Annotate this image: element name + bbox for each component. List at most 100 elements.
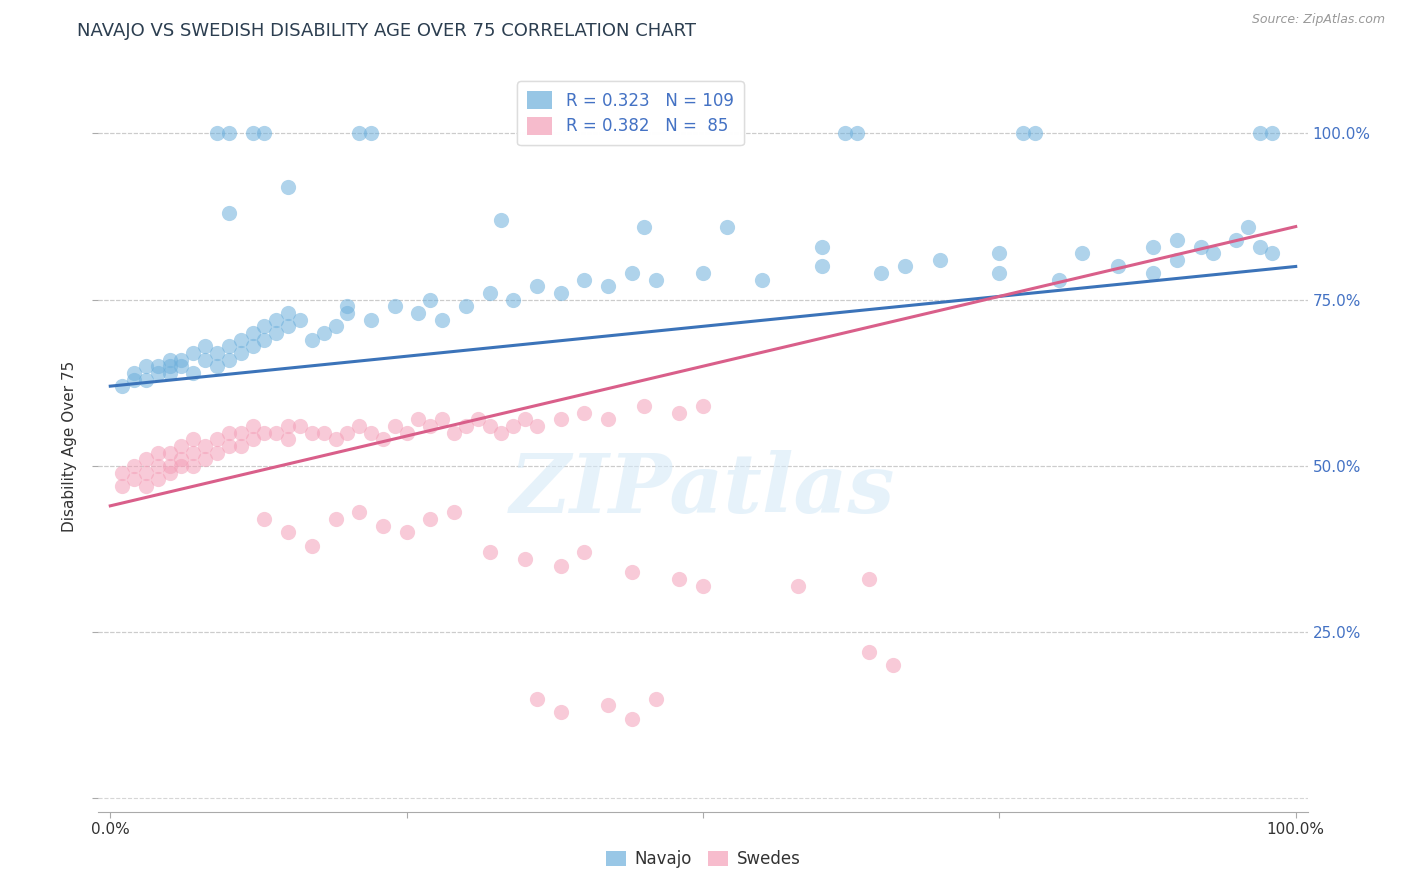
Point [312,326,335,340]
Point [1166,233,1188,247]
Point [312,425,335,440]
Point [170,359,193,374]
Point [515,412,537,426]
Legend: Navajo, Swedes: Navajo, Swedes [599,844,807,875]
Point [181,445,204,459]
Point [360,425,382,440]
Point [218,352,240,367]
Point [988,246,1011,260]
Point [834,127,856,141]
Point [218,439,240,453]
Point [419,512,441,526]
Point [336,306,359,320]
Point [288,312,311,326]
Point [205,127,228,141]
Point [242,127,264,141]
Point [336,299,359,313]
Point [620,266,643,280]
Point [371,518,394,533]
Point [159,458,181,473]
Point [159,445,181,459]
Point [550,558,572,573]
Point [668,406,690,420]
Point [360,312,382,326]
Point [526,279,548,293]
Point [159,466,181,480]
Point [205,359,228,374]
Point [135,372,157,386]
Point [159,352,181,367]
Point [502,293,524,307]
Point [1024,127,1046,141]
Point [218,206,240,220]
Point [454,419,477,434]
Point [692,399,714,413]
Point [491,213,513,227]
Point [515,552,537,566]
Point [1189,239,1212,253]
Point [242,339,264,353]
Point [1202,246,1225,260]
Point [205,445,228,459]
Point [1107,260,1129,274]
Point [432,312,454,326]
Point [146,472,169,486]
Point [574,273,596,287]
Point [526,419,548,434]
Point [277,419,299,434]
Point [1142,239,1164,253]
Point [194,352,217,367]
Point [786,579,808,593]
Point [526,691,548,706]
Point [432,412,454,426]
Point [242,326,264,340]
Point [170,352,193,367]
Point [598,279,620,293]
Point [194,339,217,353]
Point [371,433,394,447]
Point [408,306,430,320]
Point [253,319,276,334]
Point [253,333,276,347]
Point [122,472,145,486]
Point [181,366,204,380]
Point [1047,273,1070,287]
Point [550,286,572,301]
Point [194,439,217,453]
Point [1225,233,1247,247]
Point [301,539,323,553]
Point [988,266,1011,280]
Point [384,299,406,313]
Point [122,372,145,386]
Point [111,479,134,493]
Point [810,260,832,274]
Point [443,506,465,520]
Point [810,239,832,253]
Point [633,219,655,234]
Point [170,452,193,467]
Point [751,273,773,287]
Point [170,458,193,473]
Point [277,525,299,540]
Point [644,691,666,706]
Point [135,452,157,467]
Point [194,452,217,467]
Y-axis label: Disability Age Over 75: Disability Age Over 75 [62,360,77,532]
Point [858,645,880,659]
Point [146,445,169,459]
Point [242,419,264,434]
Point [253,425,276,440]
Point [491,425,513,440]
Point [692,266,714,280]
Point [550,705,572,719]
Point [277,433,299,447]
Point [1249,127,1271,141]
Point [347,506,370,520]
Point [478,419,501,434]
Point [218,127,240,141]
Point [159,366,181,380]
Point [218,339,240,353]
Point [264,425,287,440]
Point [1012,127,1035,141]
Point [135,359,157,374]
